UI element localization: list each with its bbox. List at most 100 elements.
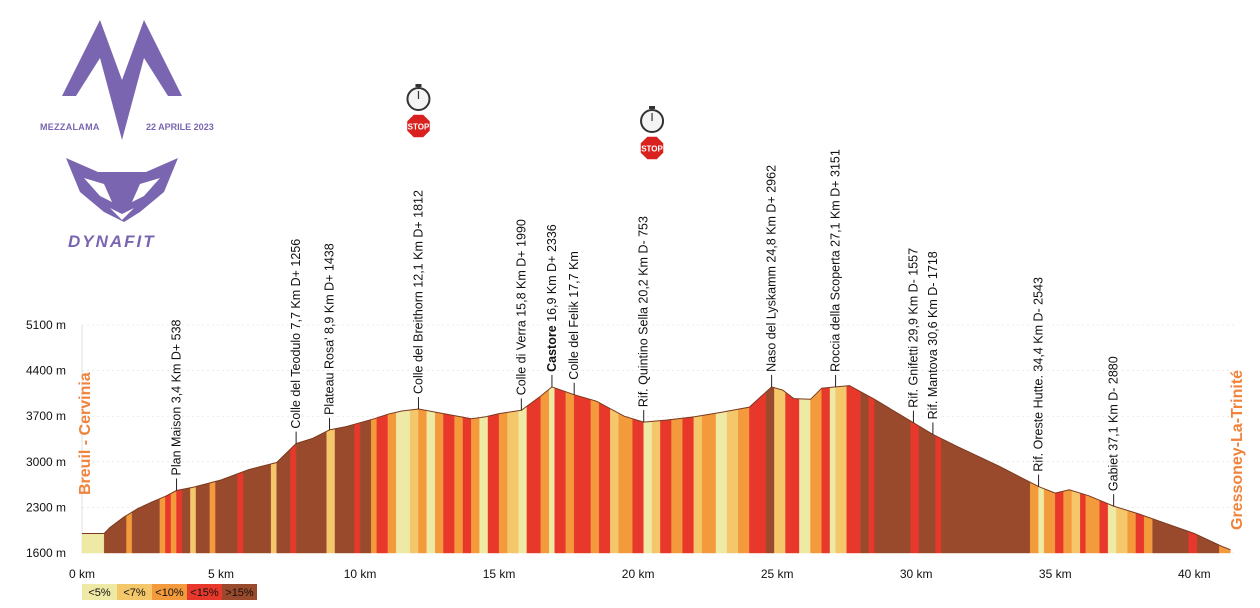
x-tick-label: 30 km: [900, 567, 933, 581]
gradient-band: [131, 498, 161, 554]
gradient-band: [181, 487, 191, 554]
gradient-band: [774, 387, 786, 554]
legend-swatch: [152, 584, 187, 600]
waypoints: Plan Maison 3,4 Km D+ 538 Colle del Teodu…: [170, 149, 1121, 507]
gradient-band: [935, 435, 942, 554]
gradient-band: [1107, 503, 1117, 554]
gradient-band: [765, 386, 775, 554]
gradient-band: [868, 395, 875, 554]
gradient-band: [165, 493, 172, 554]
gradient-band: [599, 402, 611, 554]
y-tick-label: 5100 m: [26, 318, 66, 332]
legend-swatch: [117, 584, 152, 600]
gradient-band: [651, 420, 661, 554]
gradient-band: [454, 415, 464, 554]
x-tick-label: 40 km: [1178, 567, 1211, 581]
gradient-band: [1063, 489, 1073, 554]
gradient-band: [159, 495, 166, 554]
legend-swatch: [222, 584, 257, 600]
gradient-band: [715, 410, 728, 554]
legend-label: <15%: [190, 587, 219, 599]
gradient-band: [835, 385, 847, 554]
waypoint-label: Roccia della Scoperta 27,1 Km D+ 3151: [829, 149, 843, 372]
time-barriers: STOP STOP: [405, 84, 665, 161]
legend-label: <5%: [88, 587, 111, 599]
gradient-band: [243, 463, 272, 554]
waypoint-name: Castore: [545, 325, 559, 372]
dynafit-logo-icon: [66, 158, 178, 222]
mezzalama-logo: [62, 20, 182, 140]
gradient-band: [1099, 499, 1109, 554]
start-label: Breuil - Cervinia: [77, 372, 94, 495]
stop-sign-icon: [405, 113, 432, 139]
legend-swatch: [82, 584, 117, 600]
waypoint-label: Colle di Verra 15,8 Km D+ 1990: [514, 219, 528, 395]
waypoint-label: Plateau Rosa' 8,9 Km D+ 1438: [323, 243, 337, 415]
sponsor-name: DYNAFIT: [68, 232, 156, 251]
gradient-band: [1143, 515, 1153, 554]
gradient-band: [334, 424, 355, 554]
waypoint-label: Colle del Breithorn 12,1 Km D+ 1812: [412, 190, 426, 394]
stop-sign-text: STOP: [641, 145, 663, 154]
gradient-band: [810, 387, 822, 554]
gradient-band: [1127, 510, 1137, 554]
gradient-band: [846, 385, 861, 554]
gradient-band: [209, 481, 216, 554]
gradient-band: [1080, 492, 1087, 554]
gradient-band: [170, 490, 177, 554]
gradient-band: [549, 386, 555, 554]
gradient-band: [81, 533, 105, 554]
x-tick-label: 0 km: [69, 567, 95, 581]
gradient-band: [387, 412, 397, 554]
gradient-band: [1116, 506, 1128, 554]
gradient-band: [396, 409, 411, 554]
x-tick-label: 25 km: [761, 567, 794, 581]
gradient-band: [1055, 490, 1064, 554]
gradient-band: [860, 391, 870, 554]
x-tick-label: 15 km: [483, 567, 516, 581]
waypoint-label: Plan Maison 3,4 Km D+ 538: [170, 319, 184, 475]
stopwatch-crown: [415, 84, 422, 87]
waypoint-detail: 16,9 Km D+ 2336: [545, 224, 559, 325]
event-name: MEZZALAMA: [40, 122, 100, 132]
gradient-band: [1038, 486, 1045, 554]
gradient-band: [1043, 488, 1056, 554]
gradient-band: [749, 391, 767, 554]
gradient-band: [554, 387, 566, 554]
gradient-band: [487, 413, 500, 554]
gradient-band: [785, 391, 800, 554]
gradient-band: [471, 417, 480, 554]
x-axis: 0 km 5 km 10 km 15 km 20 km 25 km 30 km 35 km 40…: [69, 567, 1211, 581]
gradient-band: [574, 394, 592, 554]
gradient-band: [565, 391, 575, 554]
gradient-band: [507, 410, 519, 554]
gradient-band: [409, 408, 419, 554]
gradient-band: [726, 408, 739, 554]
gradient-band: [632, 418, 644, 554]
gradient-band: [426, 410, 436, 554]
gradient-band: [276, 448, 291, 554]
legend-label: <10%: [155, 587, 184, 599]
gradient-band: [518, 405, 528, 554]
gradient-band: [671, 417, 683, 554]
gradient-band: [215, 473, 238, 554]
gradient-band: [799, 398, 811, 554]
event-date: 22 APRILE 2023: [146, 122, 214, 132]
gradient-band: [821, 387, 831, 554]
gradient-band: [1071, 490, 1081, 554]
stop-sign-text: STOP: [408, 123, 430, 132]
gradient-band: [479, 415, 489, 554]
legend: <5% <7% <10% <15% >15%: [82, 584, 257, 600]
time-barrier: STOP: [405, 84, 432, 139]
y-tick-label: 2300 m: [26, 500, 66, 514]
waypoint-label: Rif. Gnifetti 29,9 Km D- 1557: [906, 248, 920, 408]
waypoint-label: Rif. Quintino Sella 20,2 Km D- 753: [637, 216, 651, 407]
gradient-band: [270, 462, 277, 554]
gradient-band: [462, 416, 472, 554]
profile-outline: [82, 385, 1231, 551]
gradient-band: [643, 421, 653, 554]
finish-label: Gressoney-La-Trinité: [1229, 370, 1246, 530]
stopwatch-crown: [649, 106, 656, 109]
gradient-band: [295, 430, 327, 554]
